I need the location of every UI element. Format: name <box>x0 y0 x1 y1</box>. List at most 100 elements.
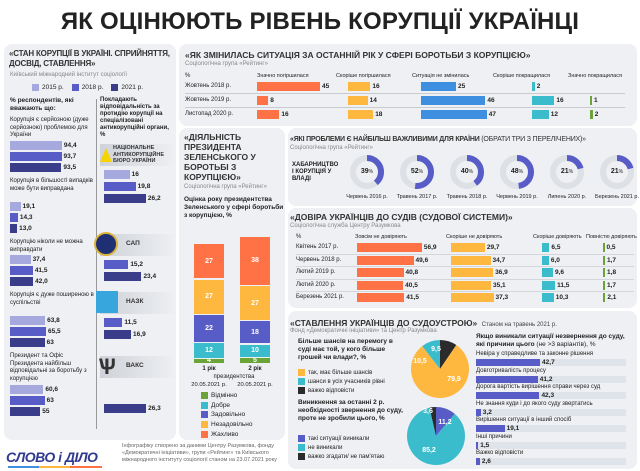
bar-value: 37,3 <box>495 294 509 301</box>
reason-track: 41,2 <box>476 375 626 383</box>
bar <box>357 243 422 252</box>
bar-value: 40,5 <box>405 281 418 289</box>
reason-bar <box>476 441 479 449</box>
bar <box>603 293 606 302</box>
bar-value: 10,3 <box>555 294 569 301</box>
segment-value: 5 <box>253 356 257 364</box>
row-divider <box>296 266 634 267</box>
bar-value: 19,8 <box>137 183 151 190</box>
bar-value: 46 <box>487 97 495 104</box>
bar-value: 16 <box>372 83 380 90</box>
bar <box>357 280 404 290</box>
group-label: Корупція є серйозною (дуже серйозною) пр… <box>10 117 89 138</box>
donut-arc <box>400 155 434 189</box>
pie-slice <box>436 407 455 436</box>
percent-sign: % <box>618 169 624 175</box>
zelensky-chart: 4 12 22 27 27 1 рік 20.05.2021 р. 5 10 18 27 38 2 рі… <box>179 128 285 440</box>
pie-label: 10,5 <box>413 358 427 365</box>
bar-value: 15,2 <box>130 261 143 268</box>
bar <box>348 82 371 91</box>
q3-question: Якщо виникали ситуації незвернення до су… <box>476 333 625 348</box>
bar-value: 42,0 <box>35 278 48 285</box>
stack-segment: 27 <box>240 286 270 322</box>
reason-track: 42,3 <box>476 392 626 399</box>
state-left-header: % респондентів, які вважають що: <box>10 97 74 112</box>
segment-value: 38 <box>251 257 259 265</box>
pie-slice <box>407 407 465 465</box>
reason-bar <box>476 408 481 416</box>
legend-item: важко відповісти <box>298 387 385 395</box>
donut-date: Травень 2018 р. <box>446 194 488 200</box>
bar-value: 93,5 <box>63 164 77 171</box>
bar <box>603 255 605 265</box>
bar-y2018 <box>10 266 33 275</box>
legend-label: важко відповісти <box>308 388 355 395</box>
legend-item: не виникали <box>298 444 384 452</box>
legend-label: Задовільно <box>211 411 246 419</box>
bar <box>451 243 485 252</box>
reason-item: Важко відповісти 2,6 <box>476 450 634 467</box>
bar-value: 1,8 <box>607 269 617 276</box>
legend-swatch <box>201 430 208 438</box>
court-trust-panel: «ДОВІРА УКРАЇНЦІВ ДО СУДІВ (СУДОВОЇ СИСТ… <box>288 208 637 308</box>
column-header: Значно погіршилася <box>257 73 309 79</box>
bar-y2018 <box>10 396 45 405</box>
bar-value: 23,4 <box>143 273 157 280</box>
zelensky-legend: Відмінно Добре Задовільно Незадовільно Жахли… <box>201 392 252 441</box>
legend-item: Відмінно <box>201 392 252 401</box>
bar-value: 29,7 <box>486 244 500 251</box>
bar-y2018 <box>104 182 136 191</box>
column-header: Повністю довіряють <box>586 234 637 240</box>
legend-label: 2018 р. <box>81 84 104 92</box>
row-label: Червень 2018 р. <box>296 256 342 263</box>
bar <box>542 243 550 252</box>
bar-value: 41,5 <box>406 294 419 301</box>
q3-heading: Якщо виникали ситуації незвернення до су… <box>476 333 634 349</box>
bar <box>542 293 554 302</box>
bar <box>257 110 280 119</box>
segment-value: 18 <box>251 328 259 336</box>
pie-slice <box>422 340 441 369</box>
row-divider <box>185 93 625 94</box>
bar-value: 49,6 <box>415 256 429 264</box>
bar-value: 11,5 <box>557 281 570 289</box>
bar-value: 2,1 <box>607 294 617 301</box>
change-title: «ЯК ЗМІНИЛАСЬ СИТУАЦІЯ ЗА ОСТАННІЙ РІК У… <box>185 50 531 60</box>
q3-note: (не >3 варіантів), % <box>536 341 596 348</box>
problems-chart: 39% Червень 2016 р. 52% Травень 2017 р. 40% Т… <box>288 128 639 206</box>
trust-unit: % <box>296 234 302 240</box>
bar <box>542 280 556 290</box>
bar-value: 93,7 <box>63 153 77 160</box>
bar-value: 63 <box>46 339 54 346</box>
bar-y2018 <box>104 260 129 269</box>
state-source: Київський міжнародний інститут соціологі… <box>10 72 128 78</box>
pie-slice <box>411 345 469 398</box>
pie-slice <box>440 340 457 369</box>
bar-y2018 <box>10 152 62 161</box>
reason-label: Вирішення ситуації в інший спосіб <box>476 417 572 423</box>
bar <box>603 280 605 290</box>
bar <box>603 243 605 252</box>
footer-note: Інфографіку створено за даними Центру Ра… <box>122 443 277 463</box>
bar-value: 6,5 <box>551 244 561 251</box>
legend-swatch <box>298 387 305 395</box>
segment-value: 22 <box>205 324 213 332</box>
problems-title: «ЯКІ ПРОБЛЕМИ Є НАЙБІЛЬШ ВАЖЛИВИМИ ДЛЯ К… <box>290 136 480 143</box>
trust-source: Соціологічна служба Центру Разумкова <box>290 223 401 229</box>
bar-label: 1 рік <box>202 366 216 372</box>
legend-swatch <box>111 84 119 91</box>
legend-item: Добре <box>201 401 252 411</box>
situation-change-panel: «ЯК ЗМІНИЛАСЬ СИТУАЦІЯ ЗА ОСТАННІЙ РІК У… <box>179 44 637 126</box>
legend-swatch <box>298 435 305 442</box>
bar <box>532 110 549 119</box>
bar <box>421 110 487 119</box>
legend-label: Жахливо <box>211 431 239 439</box>
change-chart: Значно погіршилася Скоріше погіршилася Сит… <box>179 44 637 126</box>
donut-arc <box>500 155 534 189</box>
donut-value: 39% <box>357 168 377 176</box>
reason-item: Вирішення ситуації в інший спосіб 19,1 <box>476 417 634 434</box>
bar-value: 55 <box>42 408 50 415</box>
q1-question: Більше шансів на перемогу в суді має той… <box>298 338 393 361</box>
bar-value: 19,1 <box>22 203 36 210</box>
q2-legend: такі ситуації виникали не виникали важко з… <box>298 435 384 462</box>
